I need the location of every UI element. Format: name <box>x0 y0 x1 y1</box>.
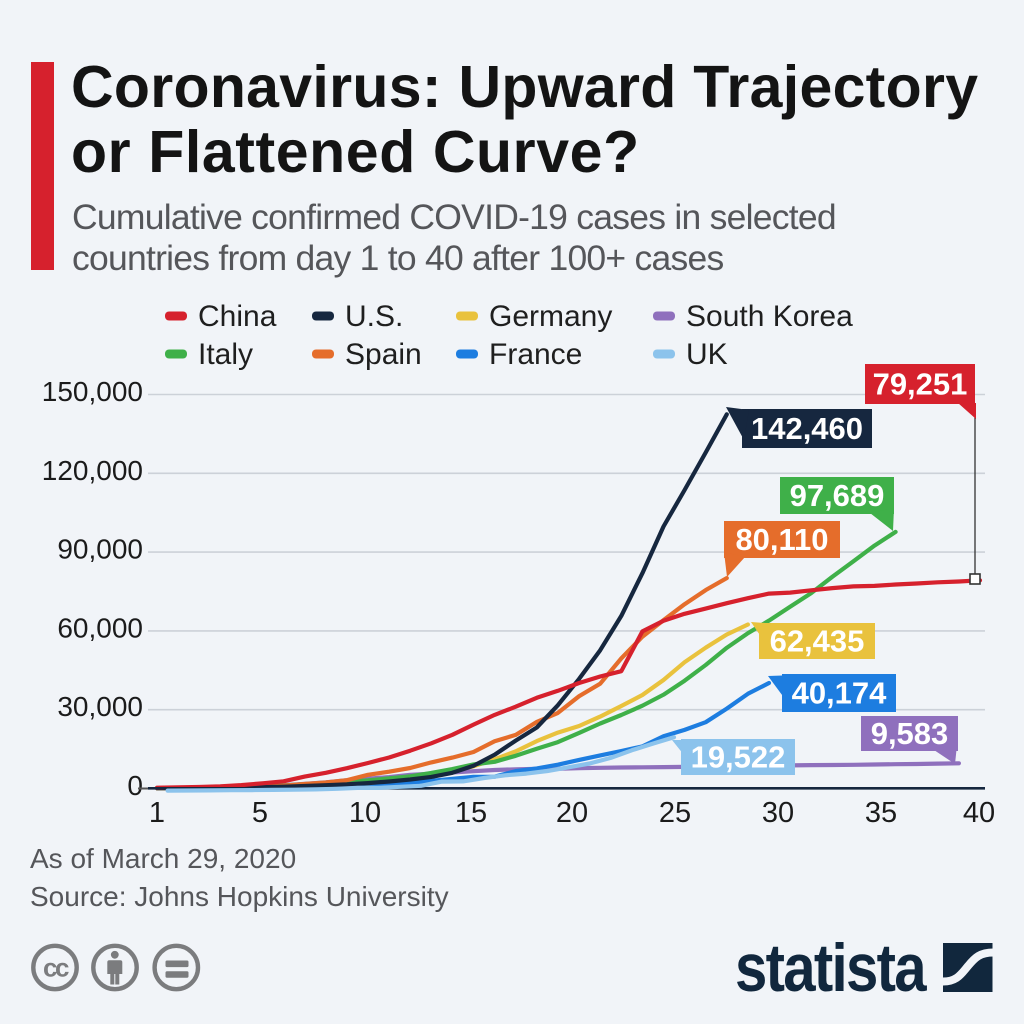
svg-text:South Korea: South Korea <box>686 300 853 333</box>
svg-text:cc: cc <box>43 953 69 983</box>
svg-text:120,000: 120,000 <box>42 455 143 486</box>
svg-text:UK: UK <box>686 338 728 371</box>
svg-text:Spain: Spain <box>345 338 422 371</box>
svg-text:10: 10 <box>349 797 381 829</box>
svg-text:25: 25 <box>659 797 691 829</box>
svg-text:China: China <box>198 300 277 333</box>
svg-text:90,000: 90,000 <box>57 534 143 565</box>
svg-text:62,435: 62,435 <box>770 624 865 659</box>
svg-text:15: 15 <box>455 797 487 829</box>
svg-text:20: 20 <box>556 797 588 829</box>
svg-text:0: 0 <box>127 770 143 801</box>
svg-text:40,174: 40,174 <box>792 676 888 711</box>
svg-text:30: 30 <box>762 797 794 829</box>
svg-text:80,110: 80,110 <box>735 522 828 557</box>
svg-text:France: France <box>489 338 582 371</box>
svg-text:30,000: 30,000 <box>57 691 143 722</box>
svg-text:U.S.: U.S. <box>345 300 403 333</box>
svg-text:79,251: 79,251 <box>873 367 968 402</box>
svg-text:40: 40 <box>963 797 995 829</box>
svg-text:60,000: 60,000 <box>57 612 143 643</box>
svg-text:1: 1 <box>149 797 165 829</box>
svg-text:Italy: Italy <box>198 338 253 371</box>
svg-text:142,460: 142,460 <box>751 411 863 446</box>
svg-text:150,000: 150,000 <box>42 376 143 407</box>
svg-text:19,522: 19,522 <box>691 740 786 775</box>
svg-text:9,583: 9,583 <box>871 716 949 751</box>
svg-text:Germany: Germany <box>489 300 612 333</box>
svg-text:5: 5 <box>252 797 268 829</box>
svg-text:35: 35 <box>865 797 897 829</box>
svg-text:97,689: 97,689 <box>790 478 885 513</box>
